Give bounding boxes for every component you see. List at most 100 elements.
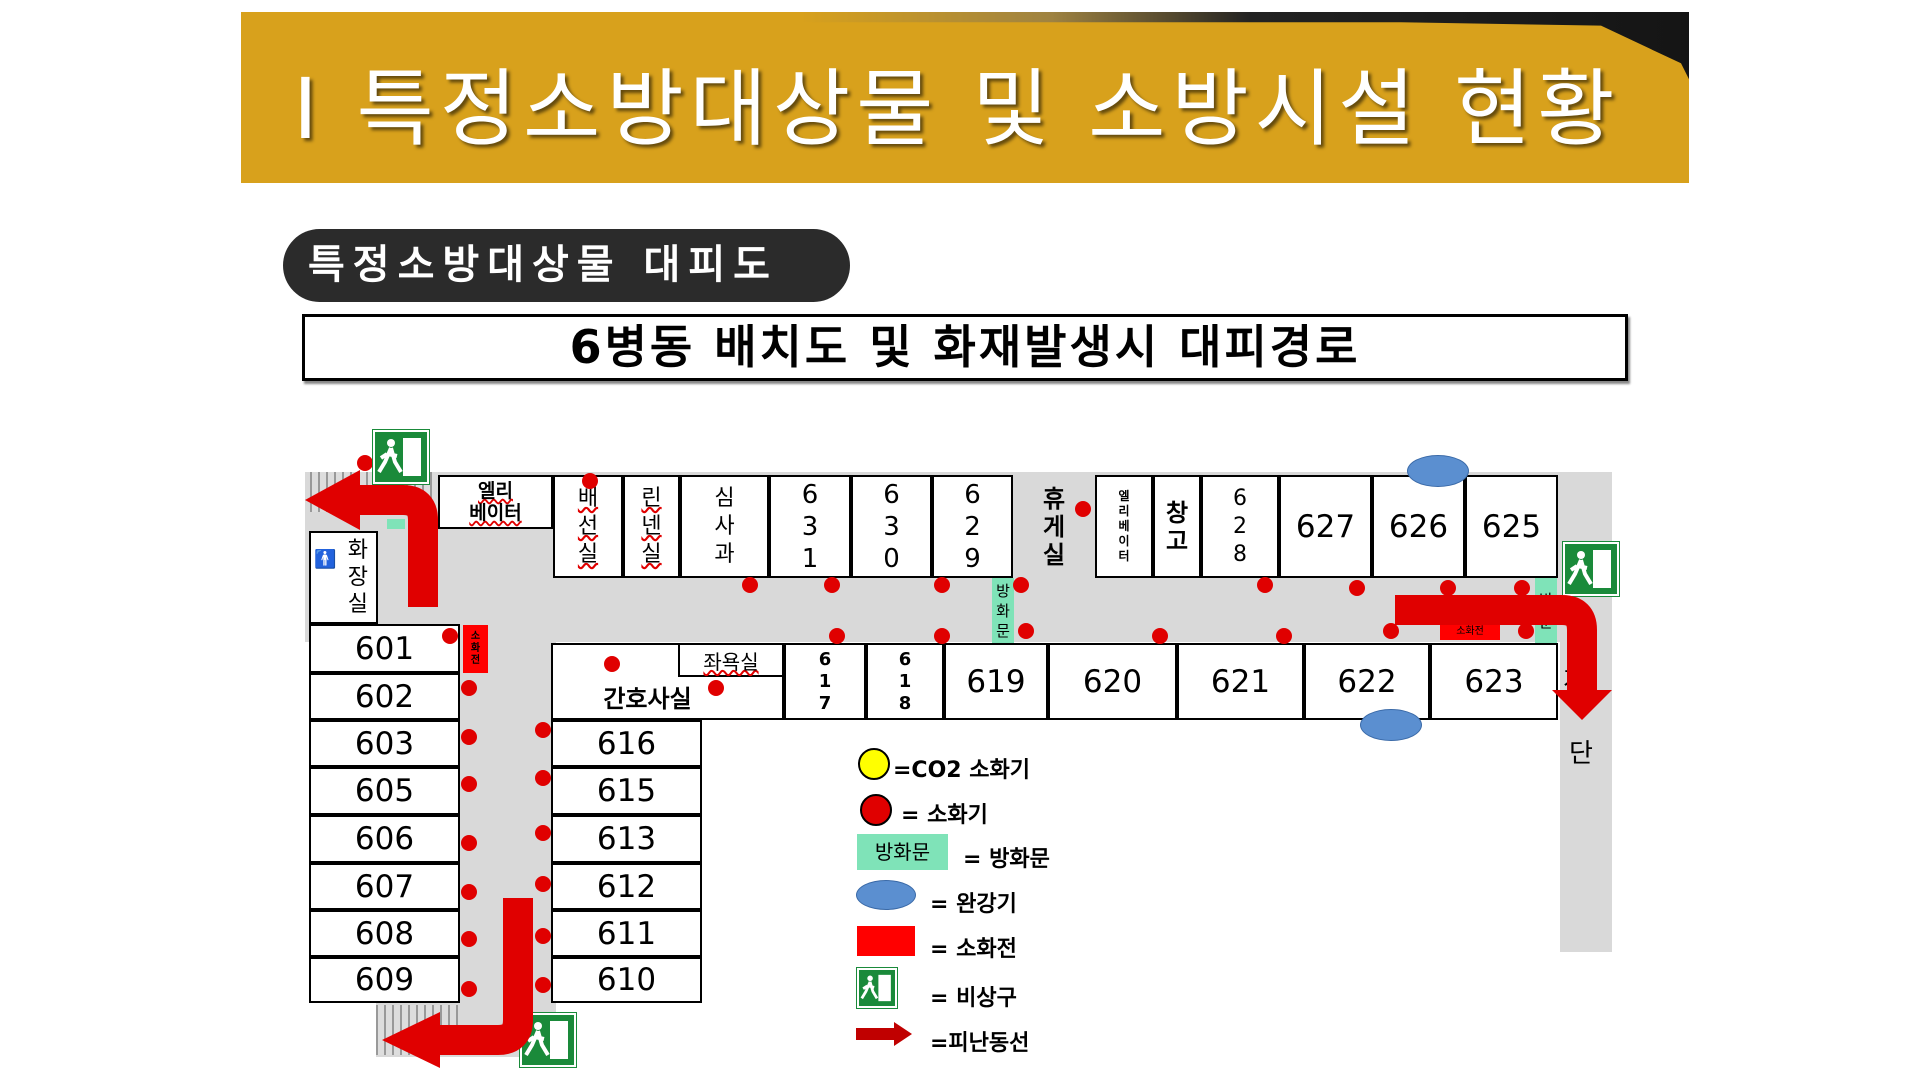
room-617-char: 7 — [818, 692, 832, 714]
bath-label: 좌욕실 — [703, 649, 759, 674]
room-606: 606 — [309, 815, 460, 863]
room-629-char: 9 — [964, 543, 981, 574]
room-rest-char: 휴 — [1042, 484, 1066, 513]
extinguisher — [535, 825, 551, 841]
room-619: 619 — [944, 643, 1048, 720]
extinguisher — [357, 455, 373, 471]
extinguisher — [535, 928, 551, 944]
legend-hydrant: = 소화전 — [930, 937, 1017, 962]
extinguisher — [604, 656, 620, 672]
room-628-char: 8 — [1233, 541, 1247, 567]
extinguisher — [1152, 628, 1168, 644]
legend-exit: = 비상구 — [930, 986, 1017, 1011]
extinguisher — [1013, 577, 1029, 593]
fire-hydrant-char: 화 — [470, 643, 481, 654]
room-630-char: 3 — [883, 511, 900, 542]
legend-extinguisher: = 소화기 — [901, 803, 988, 828]
room-608: 608 — [309, 910, 460, 957]
room-631-char: 6 — [801, 479, 819, 510]
room-609: 609 — [309, 957, 460, 1003]
legend-descender-marker — [856, 880, 916, 910]
extinguisher — [934, 628, 950, 644]
room-623: 623 — [1430, 643, 1558, 720]
extinguisher — [1018, 623, 1034, 639]
room-617-char: 1 — [818, 670, 832, 692]
extinguisher — [742, 577, 758, 593]
room-storage-char: 창 — [1165, 498, 1189, 527]
room-linen-char: 린 — [641, 485, 662, 511]
legend-route: =피난동선 — [930, 1031, 1030, 1056]
extinguisher — [461, 884, 477, 900]
room-simsa-char: 사 — [714, 513, 735, 539]
toilet-char: 장 — [347, 565, 368, 590]
extinguisher — [829, 628, 845, 644]
room-617-char: 6 — [818, 648, 832, 670]
extinguisher — [1349, 580, 1365, 596]
legend-co2-marker — [858, 748, 890, 780]
fire-hydrant-right: 소화전 — [1440, 624, 1500, 640]
extinguisher — [708, 680, 724, 696]
room-630-char: 6 — [883, 479, 900, 510]
exit-sign-icon — [372, 429, 430, 485]
room-628-char: 6 — [1233, 485, 1247, 511]
room-linen-char: 넨 — [641, 513, 662, 539]
legend-route-arrow — [856, 1022, 912, 1046]
toilet-char: 실 — [347, 592, 368, 617]
legend-extinguisher-marker — [860, 794, 892, 826]
legend-hydrant-marker — [857, 926, 915, 956]
room-linen-char: 실 — [641, 541, 662, 567]
room-627: 627 — [1279, 475, 1372, 578]
toilet-icon: 🚹 — [314, 549, 337, 570]
extinguisher — [461, 931, 477, 947]
nurse-station-label: 간호사실 — [603, 685, 692, 713]
floor-plan-title: 6병동 배치도 및 화재발생시 대피경로 — [302, 314, 1628, 381]
extinguisher — [535, 770, 551, 786]
room-bath: 좌욕실 — [678, 643, 784, 677]
fire-hydrant-char: 소 — [470, 631, 481, 642]
room-613: 613 — [551, 815, 702, 863]
room-baeseon-char: 선 — [577, 513, 599, 539]
extinguisher — [1440, 580, 1456, 596]
room-storage-char: 고 — [1165, 526, 1189, 555]
extinguisher — [824, 577, 840, 593]
header-banner: Ⅰ 특정소방대상물 및 소방시설 현황 — [241, 12, 1689, 183]
page-title: Ⅰ 특정소방대상물 및 소방시설 현황 — [293, 60, 1621, 158]
room-628-char: 2 — [1233, 513, 1247, 539]
room-626: 626 — [1372, 475, 1465, 578]
fire-door-char: 문 — [996, 621, 1010, 640]
room-nurse-station: 간호사실 — [551, 643, 784, 720]
extinguisher — [1514, 580, 1530, 596]
room-618-char: 6 — [898, 648, 912, 670]
room-rest-char: 실 — [1042, 540, 1066, 569]
exit-sign-icon — [1562, 541, 1620, 597]
room-baeseon-char: 배 — [577, 485, 599, 511]
room-629-char: 6 — [964, 479, 981, 510]
room-baeseon-char: 실 — [577, 541, 599, 567]
room-610: 610 — [551, 957, 702, 1003]
legend-firedoor: = 방화문 — [963, 847, 1050, 872]
room-simsa-char: 과 — [714, 541, 735, 567]
room-elevator-small-char: 베 — [1118, 519, 1130, 533]
extinguisher — [461, 981, 477, 997]
room-618-char: 8 — [898, 692, 912, 714]
toilet-char: 화 — [347, 538, 368, 563]
room-simsa-char: 심 — [714, 485, 735, 511]
fire-door-char: 방 — [996, 581, 1010, 600]
exit-sign-icon — [856, 967, 898, 1009]
extinguisher — [535, 722, 551, 738]
room-607: 607 — [309, 863, 460, 910]
extinguisher — [461, 680, 477, 696]
fire-door-char: 화 — [996, 601, 1010, 620]
